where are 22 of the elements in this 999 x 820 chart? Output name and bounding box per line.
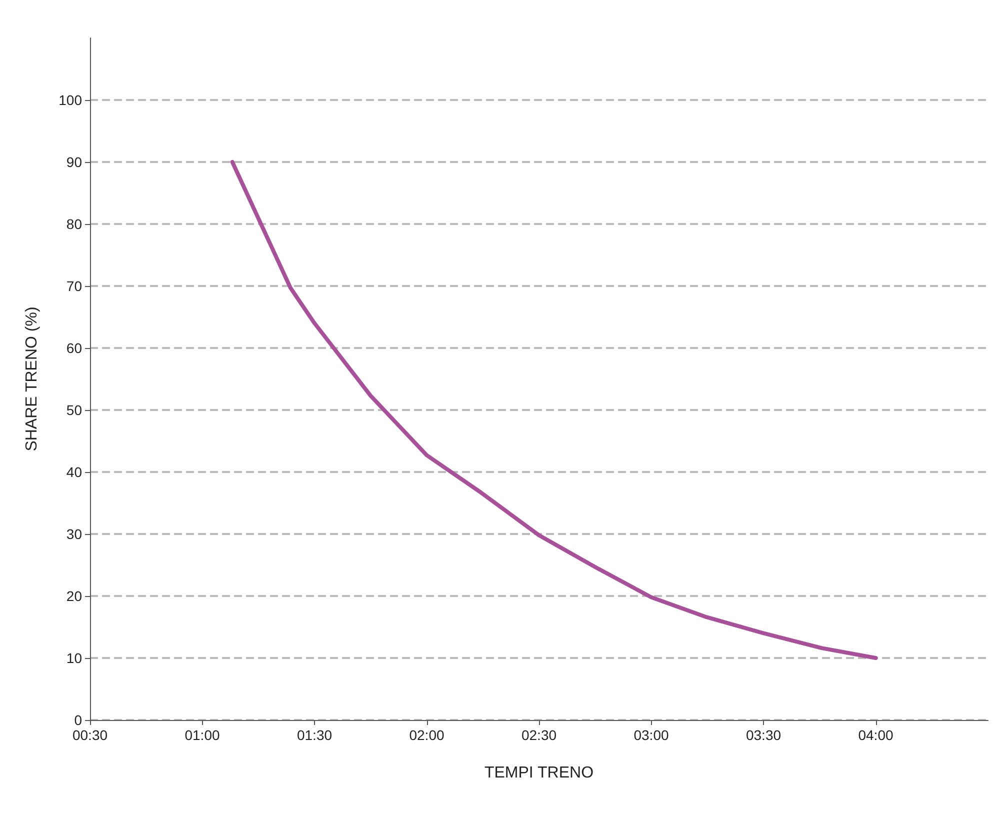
x-tick-label: 03:30 xyxy=(746,727,782,743)
y-tick-label: 60 xyxy=(66,340,82,356)
x-tick-label: 02:30 xyxy=(521,727,557,743)
y-tick-label: 80 xyxy=(66,216,82,232)
y-tick-label: 0 xyxy=(74,712,82,728)
y-tick-label: 100 xyxy=(58,92,82,108)
y-tick-label: 30 xyxy=(66,526,82,542)
x-tick-label: 00:30 xyxy=(72,727,108,743)
x-tick-label: 01:00 xyxy=(184,727,220,743)
y-axis-title: SHARE TRENO (%) xyxy=(24,306,40,452)
y-tick-label: 40 xyxy=(66,464,82,480)
y-tick-label: 70 xyxy=(66,278,82,294)
x-tick-label: 02:00 xyxy=(409,727,444,743)
x-axis-title: TEMPI TRENO xyxy=(484,764,594,782)
y-tick-label: 10 xyxy=(66,650,82,666)
x-tick-label: 01:30 xyxy=(296,727,332,743)
y-tick-label: 90 xyxy=(66,154,82,170)
line-series xyxy=(230,160,878,660)
x-tick-label: 03:00 xyxy=(634,727,669,743)
y-tick-label: 20 xyxy=(66,588,82,604)
x-tick-label: 04:00 xyxy=(858,727,894,743)
y-tick-label: 50 xyxy=(66,402,82,418)
